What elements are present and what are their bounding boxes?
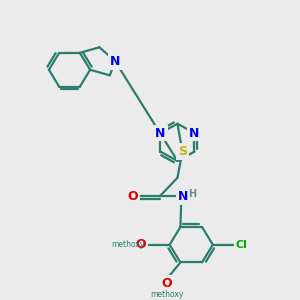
Text: N: N [110,55,120,68]
Text: O: O [136,238,146,251]
Text: methoxy: methoxy [150,290,183,299]
Text: O: O [161,277,172,290]
Text: O: O [127,190,138,203]
Text: N: N [178,190,189,203]
Text: Cl: Cl [235,240,247,250]
Text: methoxy: methoxy [112,240,145,249]
Text: H: H [188,188,196,199]
Text: S: S [178,145,187,158]
Text: N: N [155,127,166,140]
Text: N: N [189,127,200,140]
